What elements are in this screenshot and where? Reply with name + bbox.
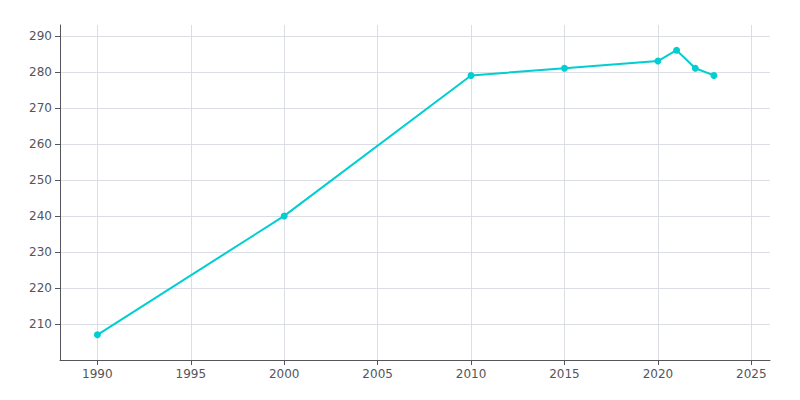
svg-text:240: 240 [29,209,52,223]
svg-text:1995: 1995 [176,367,207,381]
svg-text:2025: 2025 [736,367,767,381]
svg-text:2015: 2015 [549,367,580,381]
svg-text:220: 220 [29,281,52,295]
svg-text:230: 230 [29,245,52,259]
svg-text:2000: 2000 [269,367,300,381]
svg-text:2010: 2010 [456,367,487,381]
svg-text:250: 250 [29,173,52,187]
svg-text:2005: 2005 [362,367,393,381]
svg-text:2020: 2020 [643,367,674,381]
svg-text:290: 290 [29,29,52,43]
svg-text:280: 280 [29,65,52,79]
svg-text:1990: 1990 [82,367,113,381]
svg-text:210: 210 [29,317,52,331]
svg-text:260: 260 [29,137,52,151]
svg-text:270: 270 [29,101,52,115]
